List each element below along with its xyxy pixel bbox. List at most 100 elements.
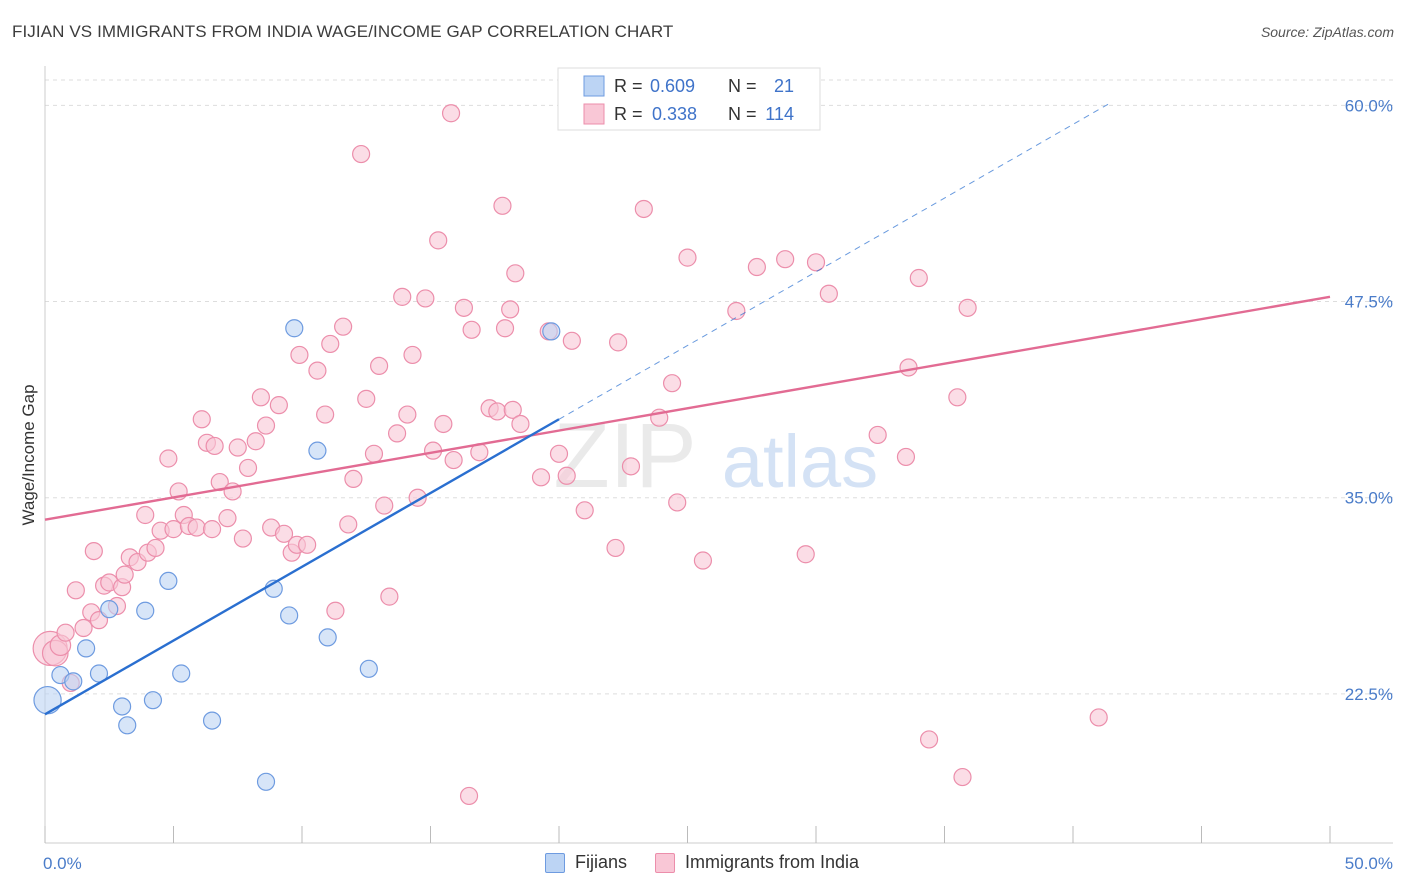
india-point xyxy=(202,520,222,539)
india-point xyxy=(290,345,309,365)
legend-n-label-1: N = xyxy=(728,76,757,96)
y-tick-label: 35.0% xyxy=(1345,489,1393,508)
india-point xyxy=(146,538,165,558)
axes xyxy=(44,66,1393,844)
india-point xyxy=(364,444,384,463)
watermark: ZIP atlas xyxy=(553,405,878,507)
legend-swatch-fijians-bottom xyxy=(545,852,565,873)
india-point xyxy=(1089,708,1108,727)
legend-r-value-1: 0.609 xyxy=(650,76,695,96)
india-point xyxy=(205,436,224,456)
india-point xyxy=(506,264,525,283)
india-point xyxy=(416,289,435,308)
legend-n-value-2: 114 xyxy=(765,104,794,124)
india-point xyxy=(678,248,697,267)
india-point xyxy=(796,545,815,564)
legend-label-india: Immigrants from India xyxy=(685,852,860,872)
india-point xyxy=(606,538,625,558)
india-point xyxy=(115,565,134,584)
y-axis-label: Wage/Income Gap xyxy=(19,384,38,525)
india-point xyxy=(84,541,103,561)
gridlines xyxy=(45,79,1393,695)
india-point xyxy=(74,618,93,638)
india-point xyxy=(662,374,682,393)
legend-r-value-2: 0.338 xyxy=(652,104,697,124)
india-point xyxy=(66,581,85,600)
india-point xyxy=(948,388,967,407)
series-legend: Fijians Immigrants from India xyxy=(545,852,887,873)
india-point xyxy=(511,414,530,434)
india-point xyxy=(444,450,463,470)
india-point xyxy=(557,466,576,485)
india-point xyxy=(256,416,276,435)
india-point xyxy=(375,496,394,515)
india-point xyxy=(370,356,389,376)
fijians-trend-extension xyxy=(558,101,1112,420)
india-point xyxy=(868,425,887,445)
india-point xyxy=(459,786,479,806)
india-point xyxy=(819,284,838,303)
fijians-point xyxy=(308,441,327,460)
india-point xyxy=(159,449,178,468)
india-point xyxy=(246,432,265,451)
legend-item-india: Immigrants from India xyxy=(655,852,859,873)
x-tick-labels: 0.0% 50.0% xyxy=(43,854,1393,873)
y-tick-label: 47.5% xyxy=(1345,293,1393,312)
fijians-point xyxy=(280,606,299,625)
fijians-point xyxy=(136,601,155,620)
india-point xyxy=(441,104,461,123)
legend-n-label-2: N = xyxy=(728,104,757,124)
india-point xyxy=(488,402,507,421)
fijians-point xyxy=(77,639,96,658)
watermark-zip: ZIP xyxy=(553,405,696,507)
fijians-point xyxy=(202,711,222,730)
chart-title: FIJIAN VS IMMIGRANTS FROM INDIA WAGE/INC… xyxy=(12,22,674,41)
fijians-point xyxy=(143,691,163,710)
india-point xyxy=(326,601,345,620)
india-point xyxy=(454,298,474,317)
india-point xyxy=(909,268,928,288)
india-point xyxy=(806,253,826,272)
fijians-point xyxy=(112,697,132,716)
india-point xyxy=(136,505,155,525)
india-point xyxy=(269,396,288,415)
india-point xyxy=(562,331,581,350)
watermark-atlas: atlas xyxy=(722,420,878,503)
india-point xyxy=(164,520,183,539)
india-point xyxy=(218,509,237,528)
india-point xyxy=(56,623,75,642)
india-point xyxy=(953,767,972,787)
india-point xyxy=(387,424,407,443)
trend-lines xyxy=(44,101,1331,716)
legend-n-value-1: 21 xyxy=(774,76,794,96)
stats-legend: R = 0.609 N = 21 R = 0.338 N = 114 xyxy=(557,67,821,131)
legend-r-label-2: R = xyxy=(614,104,643,124)
india-point xyxy=(321,334,340,354)
legend-r-label-1: R = xyxy=(614,76,643,96)
source-label: Source: ZipAtlas.com xyxy=(1260,24,1394,40)
india-point xyxy=(462,320,481,339)
y-tick-labels: 22.5% 35.0% 47.5% 60.0% xyxy=(1345,96,1393,704)
india-point xyxy=(274,524,294,543)
fijians-point xyxy=(359,659,378,678)
india-point xyxy=(575,501,594,520)
india-point xyxy=(238,458,258,478)
india-point xyxy=(693,551,713,570)
fijians-trend-line xyxy=(44,418,560,716)
india-trend-line xyxy=(44,295,1331,521)
india-point xyxy=(233,529,252,548)
india-point xyxy=(298,535,317,554)
legend-label-fijians: Fijians xyxy=(575,852,628,872)
fijians-point xyxy=(542,322,561,341)
fijians-point xyxy=(64,672,83,691)
india-point xyxy=(357,389,376,408)
india-point xyxy=(344,469,363,489)
india-point xyxy=(549,444,569,463)
india-point xyxy=(727,301,746,321)
fijians-point xyxy=(118,716,137,735)
india-point xyxy=(192,410,211,429)
india-point xyxy=(621,457,641,476)
legend-swatch-india xyxy=(583,103,605,125)
india-point xyxy=(334,317,353,336)
